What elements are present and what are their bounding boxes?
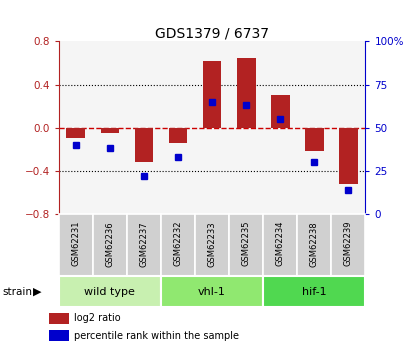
Bar (297, 214, 331, 276)
Text: GSM62232: GSM62232 (173, 221, 183, 266)
Text: GSM62239: GSM62239 (344, 221, 353, 266)
Bar (59, 214, 93, 276)
Bar (59, 276, 161, 307)
Bar (161, 214, 195, 276)
Text: GSM62234: GSM62234 (276, 221, 285, 266)
Bar (66, 128, 85, 138)
Text: log2 ratio: log2 ratio (74, 314, 121, 323)
Bar (331, 214, 365, 276)
Bar (305, 128, 324, 151)
Bar (195, 214, 229, 276)
Text: GSM62231: GSM62231 (71, 221, 80, 266)
Bar (203, 61, 221, 128)
Text: GSM62235: GSM62235 (241, 221, 251, 266)
Text: GSM62238: GSM62238 (310, 221, 319, 267)
Bar (127, 214, 161, 276)
Bar (263, 214, 297, 276)
Text: vhl-1: vhl-1 (198, 287, 226, 296)
Bar (100, 128, 119, 133)
Bar (49, 330, 69, 341)
Bar (263, 276, 365, 307)
Bar (237, 58, 255, 128)
Bar (339, 128, 358, 184)
Bar (229, 214, 263, 276)
Text: GSM62233: GSM62233 (207, 221, 217, 267)
Text: ▶: ▶ (33, 287, 41, 296)
Text: GSM62237: GSM62237 (139, 221, 148, 267)
Bar (134, 128, 153, 162)
Text: percentile rank within the sample: percentile rank within the sample (74, 331, 239, 341)
Bar (49, 313, 69, 324)
Title: GDS1379 / 6737: GDS1379 / 6737 (155, 26, 269, 40)
Bar (93, 214, 127, 276)
Text: wild type: wild type (84, 287, 135, 296)
Bar (169, 128, 187, 143)
Text: GSM62236: GSM62236 (105, 221, 114, 267)
Bar (271, 95, 290, 128)
Text: hif-1: hif-1 (302, 287, 327, 296)
Bar (161, 276, 263, 307)
Text: strain: strain (2, 287, 32, 296)
